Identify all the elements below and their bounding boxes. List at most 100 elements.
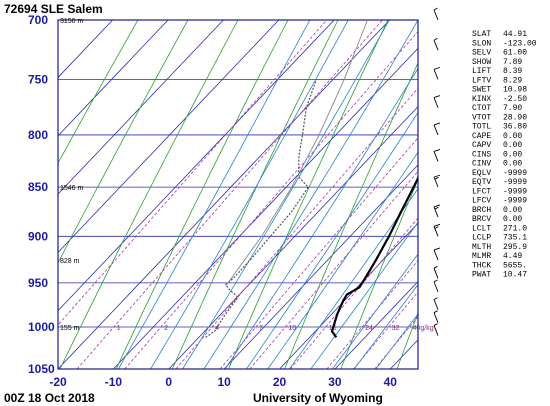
temperature-tick-label: 10	[217, 375, 231, 389]
index-name: VTOT	[472, 113, 491, 122]
isotherm	[446, 20, 550, 369]
index-value: -2.50	[503, 95, 527, 104]
dry-adiabat	[171, 20, 339, 369]
mixing-ratio-line	[249, 170, 418, 369]
index-name: SWET	[472, 86, 491, 95]
index-value: 295.9	[503, 243, 527, 252]
pressure-tick-label: 1000	[28, 320, 55, 334]
moist-adiabat	[288, 188, 418, 369]
dry-adiabat	[453, 20, 550, 369]
moist-adiabat	[332, 253, 418, 369]
index-value: 61.00	[503, 49, 527, 58]
index-name: LCLP	[472, 234, 491, 243]
index-value: 36.80	[503, 123, 527, 132]
index-name: LFCT	[472, 187, 491, 196]
data-source: University of Wyoming	[253, 391, 383, 405]
wind-barb	[433, 247, 441, 261]
temperature-tick-label: -20	[49, 375, 67, 389]
isotherm	[279, 222, 418, 369]
index-name: SLON	[472, 39, 491, 48]
pressure-tick-label: 800	[28, 128, 48, 142]
isotherm	[168, 106, 418, 369]
index-name: TOTL	[472, 123, 491, 132]
index-value: 28.90	[503, 113, 527, 122]
isotherm	[58, 20, 390, 369]
temperature-tick-label: 20	[273, 375, 287, 389]
moist-adiabat	[182, 20, 390, 369]
wind-barb	[433, 279, 439, 293]
wind-barb	[433, 310, 439, 323]
index-name: EQLV	[472, 169, 491, 178]
isotherm	[0, 20, 2, 369]
background-lines	[0, 20, 550, 369]
wind-barbs	[433, 7, 441, 336]
index-value: 0.00	[503, 141, 522, 150]
index-value: 7.89	[503, 58, 522, 67]
index-value: -123.00	[503, 39, 537, 48]
dry-adiabat	[228, 20, 389, 369]
wind-barb	[433, 323, 439, 336]
mixing-ratio-line	[76, 20, 383, 369]
index-value: 0.00	[503, 215, 522, 224]
wind-barb	[433, 297, 439, 310]
temperature-curve	[330, 175, 418, 338]
mixing-ratio-label: 7	[259, 325, 263, 332]
moist-adiabat	[246, 111, 418, 369]
moist-adiabat	[353, 284, 418, 369]
isotherm	[58, 20, 169, 137]
dry-adiabat	[58, 20, 189, 264]
mixing-ratio-line	[58, 20, 328, 326]
index-value: -9999	[503, 169, 527, 178]
isotherm	[334, 280, 418, 369]
index-name: PWAT	[472, 271, 491, 280]
wind-barb	[433, 122, 441, 136]
mixing-ratio-line	[175, 87, 418, 369]
pressure-tick-label: 900	[28, 229, 48, 243]
mixing-ratio-label: 2	[164, 325, 168, 332]
index-name: SELV	[472, 49, 491, 58]
height-labels: 3150 m 1546 m 828 m 155 m	[60, 18, 84, 332]
wind-barb	[433, 223, 441, 237]
index-name: SLAT	[472, 30, 491, 39]
moist-adiabat	[203, 20, 418, 369]
index-name: EQTV	[472, 178, 491, 187]
plot-border	[57, 19, 419, 370]
moist-adiabat	[118, 20, 311, 369]
index-name: THCK	[472, 261, 491, 270]
index-name: CTOT	[472, 104, 491, 113]
wind-barb	[433, 265, 439, 279]
index-value: 4.49	[503, 252, 522, 261]
observation-time: 00Z 18 Oct 2018	[4, 391, 95, 405]
index-name: MLMR	[472, 252, 491, 261]
index-value: 10.98	[503, 86, 527, 95]
pressure-tick-label: 850	[28, 180, 48, 194]
dry-adiabat	[115, 20, 289, 369]
index-name: MLTH	[472, 243, 491, 252]
index-value: 271.0	[503, 224, 527, 233]
sounding-profiles	[205, 20, 418, 338]
mixing-ratio-label: 40g/kg	[413, 325, 434, 332]
index-name: CINV	[472, 160, 491, 169]
wind-barb	[433, 204, 441, 218]
index-name: LCLT	[472, 224, 491, 233]
index-name: KINX	[472, 95, 491, 104]
index-name: LIFT	[472, 67, 491, 76]
index-value: 8.29	[503, 76, 522, 85]
temperature-tick-label: -10	[105, 375, 123, 389]
plot-frame	[57, 19, 419, 370]
isotherm	[58, 20, 113, 79]
index-name: SHOW	[472, 58, 491, 67]
parcel-path	[226, 20, 368, 285]
chart-title: 72694 SLE Salem	[4, 2, 103, 16]
stability-indices: SLAT 44.91 SLON -123.00 SELV 61.00 SHOW 7.89 LIF…	[472, 30, 537, 280]
height-label: 155 m	[60, 325, 80, 332]
pressure-tick-label: 750	[28, 72, 48, 86]
temperature-tick-label: 40	[384, 375, 398, 389]
index-name: BRCH	[472, 206, 491, 215]
temperature-tick-label: 30	[328, 375, 342, 389]
index-value: 735.1	[503, 234, 527, 243]
wind-barb	[433, 148, 441, 162]
mixing-ratio-line	[353, 291, 418, 369]
dewpoint-curve	[205, 79, 318, 338]
wind-barb	[433, 7, 439, 21]
